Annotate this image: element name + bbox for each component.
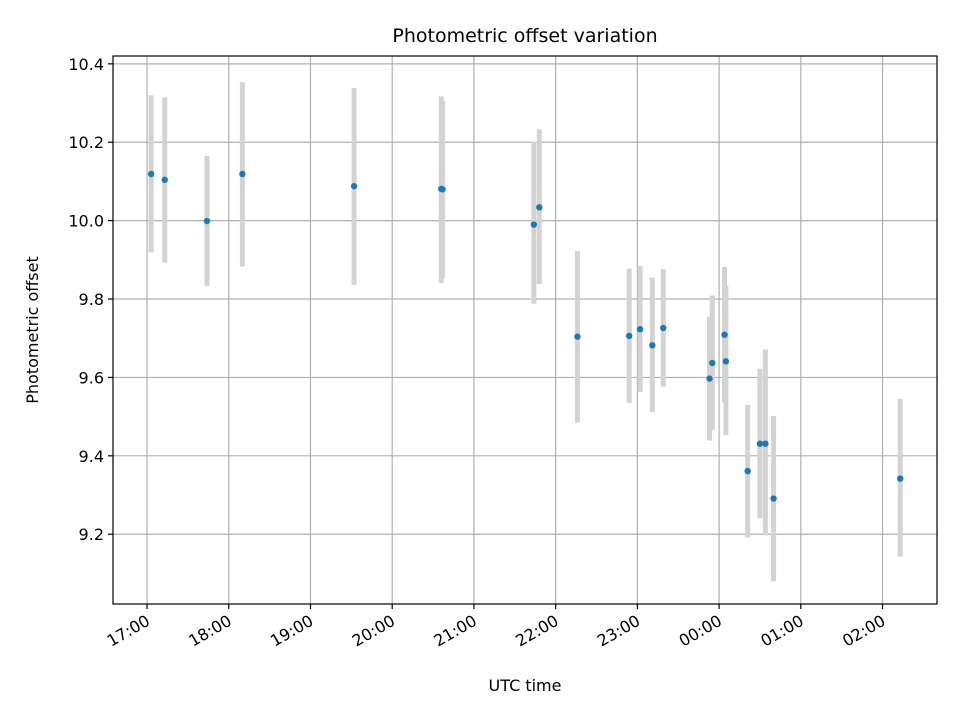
y-tick-label: 10.4 bbox=[68, 55, 104, 74]
data-point bbox=[147, 170, 155, 178]
x-tick-label: 20:00 bbox=[349, 611, 398, 651]
y-tick-label: 10.0 bbox=[68, 212, 104, 231]
data-point bbox=[660, 324, 667, 332]
x-tick-label: 18:00 bbox=[185, 611, 234, 651]
data-point bbox=[625, 332, 633, 340]
data-point bbox=[239, 170, 246, 178]
data-point bbox=[770, 495, 777, 502]
data-point bbox=[350, 182, 358, 190]
plot-frame bbox=[112, 55, 938, 605]
x-tick-label: 00:00 bbox=[676, 611, 725, 651]
x-tick-label: 23:00 bbox=[594, 611, 643, 651]
y-tick-label: 9.4 bbox=[79, 447, 104, 466]
data-point bbox=[722, 358, 730, 365]
data-point bbox=[439, 186, 446, 193]
data-point bbox=[706, 375, 713, 382]
data-point bbox=[530, 221, 538, 228]
chart-title: Photometric offset variation bbox=[392, 25, 657, 47]
data-point bbox=[536, 204, 543, 211]
x-tick-label: 19:00 bbox=[267, 611, 316, 651]
x-tick-label: 02:00 bbox=[839, 611, 888, 651]
error-bars bbox=[148, 82, 903, 582]
data-point bbox=[709, 359, 716, 367]
y-tick-label: 9.8 bbox=[79, 290, 104, 309]
data-point bbox=[203, 217, 211, 225]
data-point bbox=[649, 342, 656, 349]
data-point bbox=[762, 440, 769, 447]
y-tick-label: 10.2 bbox=[68, 133, 104, 152]
y-tick-label: 9.2 bbox=[79, 525, 104, 544]
y-axis-title: Photometric offset bbox=[23, 256, 42, 404]
data-point bbox=[744, 467, 751, 475]
grid bbox=[113, 56, 937, 604]
x-axis-title: UTC time bbox=[489, 676, 562, 695]
data-point bbox=[636, 326, 644, 333]
x-tick-label: 22:00 bbox=[512, 611, 561, 651]
data-point bbox=[756, 440, 764, 447]
data-point bbox=[161, 176, 168, 184]
x-tick-label: 21:00 bbox=[430, 611, 479, 651]
x-tick-label: 01:00 bbox=[757, 611, 806, 651]
x-tick-label: 17:00 bbox=[104, 611, 153, 651]
data-points bbox=[147, 170, 904, 502]
data-point bbox=[721, 331, 728, 338]
data-point bbox=[574, 333, 581, 340]
y-tick-label: 9.6 bbox=[79, 368, 104, 387]
data-point bbox=[897, 475, 904, 482]
